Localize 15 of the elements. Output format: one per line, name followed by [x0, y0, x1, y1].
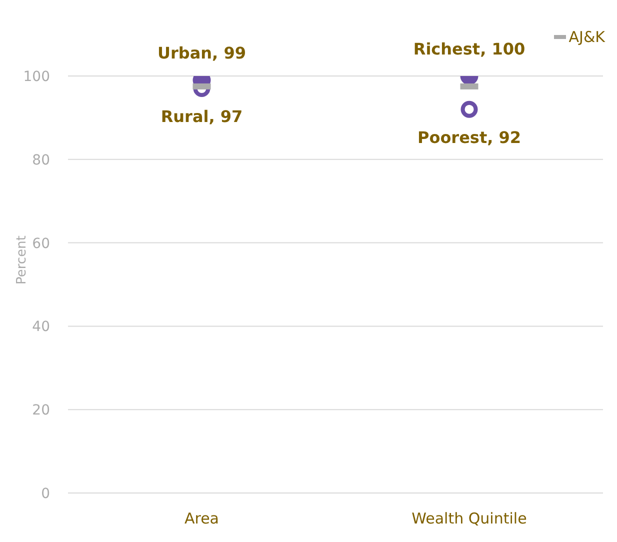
x-tick-label: Area [184, 510, 220, 528]
y-axis-title: Percent [14, 236, 30, 284]
y-tick-label: 0 [41, 486, 50, 502]
x-tick-label: Wealth Quintile [412, 510, 527, 528]
data-label: Urban, 99 [158, 44, 246, 63]
data-label: Rural, 97 [160, 106, 243, 126]
point [460, 100, 478, 118]
legend-label: AJ&K [568, 28, 605, 46]
data-label: Richest, 100 [413, 39, 526, 58]
y-tick-label: 60 [32, 236, 50, 252]
y-tick-label: 20 [32, 402, 50, 419]
y-tick-label: 80 [32, 152, 50, 168]
data-label: Poorest, 92 [417, 128, 522, 147]
y-tick-label: 40 [32, 319, 50, 336]
y-tick-label: 100 [23, 68, 50, 85]
